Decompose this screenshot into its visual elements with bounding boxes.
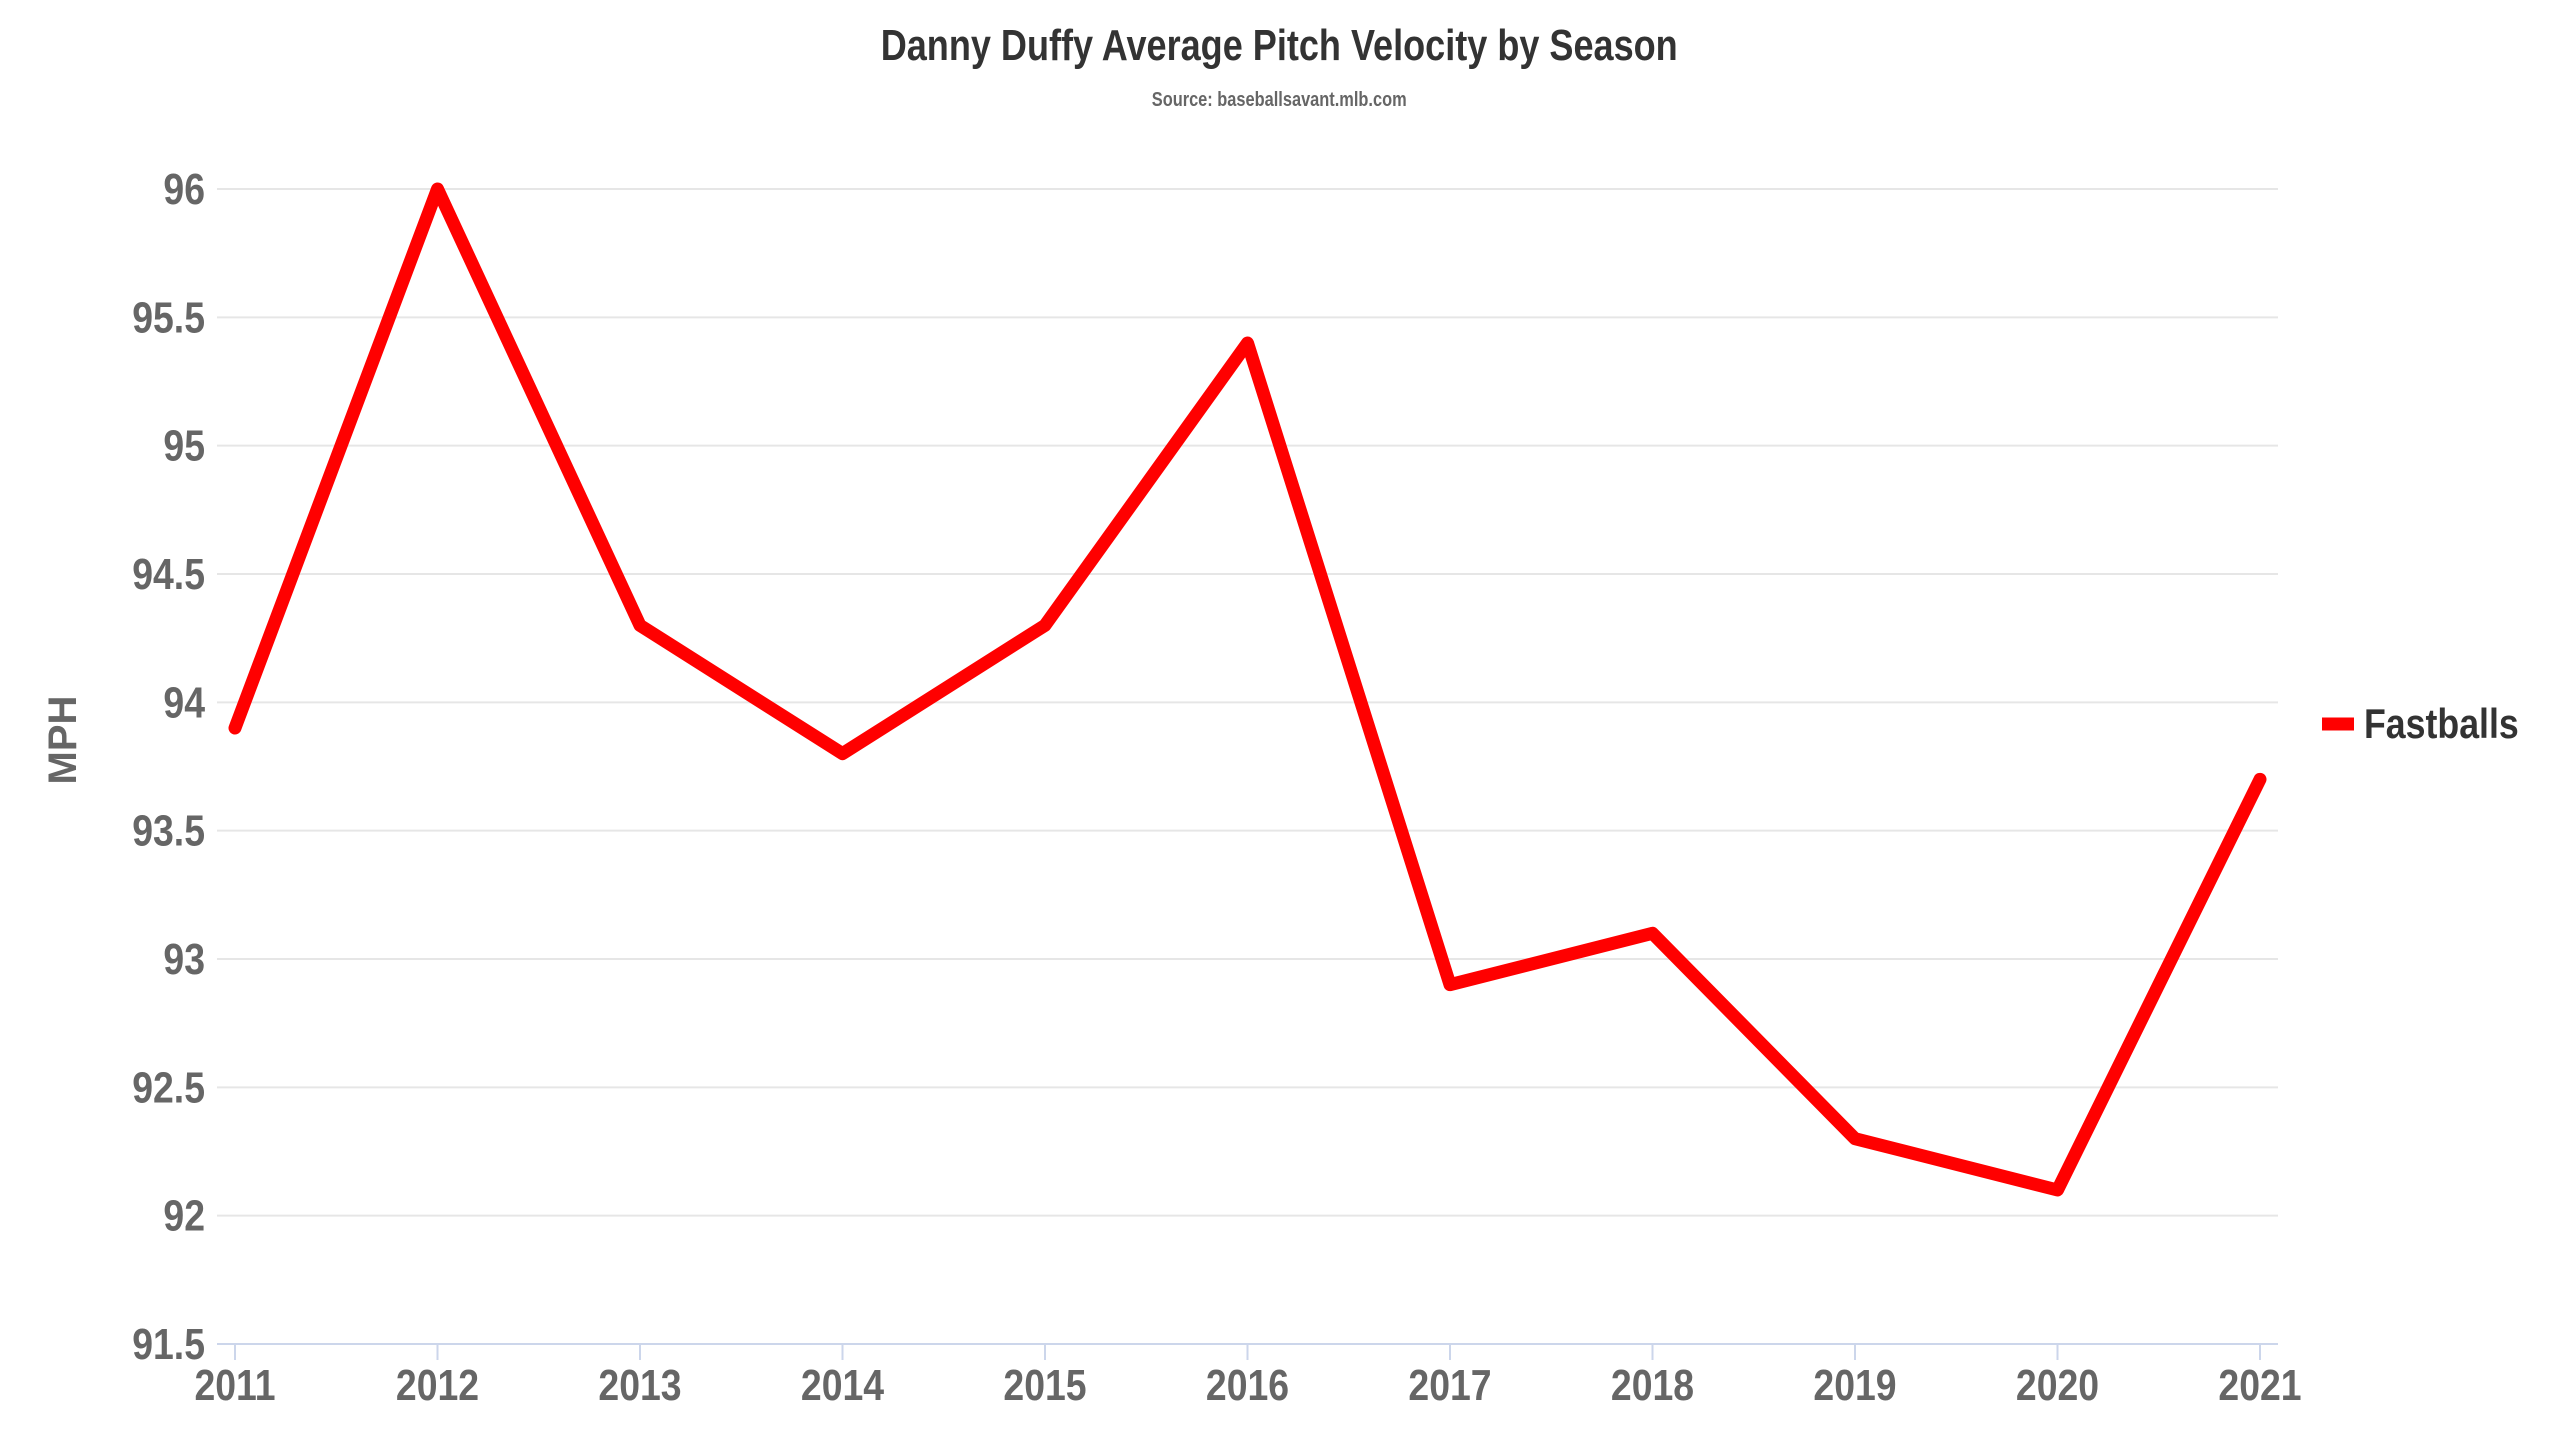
chart-subtitle: Source: baseballsavant.mlb.com xyxy=(1152,87,1407,110)
x-tick-label: 2018 xyxy=(1611,1360,1694,1410)
y-tick-label: 92 xyxy=(163,1191,205,1241)
x-tick-label: 2015 xyxy=(1003,1360,1086,1410)
y-tick-label: 95.5 xyxy=(132,292,205,342)
x-tick-label: 2021 xyxy=(2218,1360,2301,1410)
y-tick-label: 94.5 xyxy=(132,549,205,599)
y-tick-label: 94 xyxy=(163,677,205,727)
x-tick-label: 2016 xyxy=(1206,1360,1289,1410)
x-tick-label: 2011 xyxy=(194,1360,275,1410)
y-tick-label: 95 xyxy=(163,421,205,471)
x-tick-label: 2020 xyxy=(2016,1360,2099,1410)
legend-label-fastballs: Fastballs xyxy=(2364,701,2519,747)
y-tick-label: 92.5 xyxy=(132,1062,205,1112)
x-tick-label: 2019 xyxy=(1813,1360,1896,1410)
y-tick-label: 96 xyxy=(163,164,205,214)
y-axis-label: MPH xyxy=(41,696,85,785)
legend: Fastballs xyxy=(2322,701,2519,748)
x-tick-label: 2017 xyxy=(1408,1360,1491,1410)
series-line-fastballs xyxy=(228,182,2267,1197)
chart-title: Danny Duffy Average Pitch Velocity by Se… xyxy=(881,21,1678,70)
x-tick-label: 2012 xyxy=(396,1360,479,1410)
y-tick-label: 91.5 xyxy=(132,1319,205,1369)
x-tick-label: 2013 xyxy=(598,1360,681,1410)
y-tick-label: 93 xyxy=(163,934,205,984)
x-tick-label: 2014 xyxy=(801,1360,884,1410)
y-tick-label: 93.5 xyxy=(132,806,205,856)
